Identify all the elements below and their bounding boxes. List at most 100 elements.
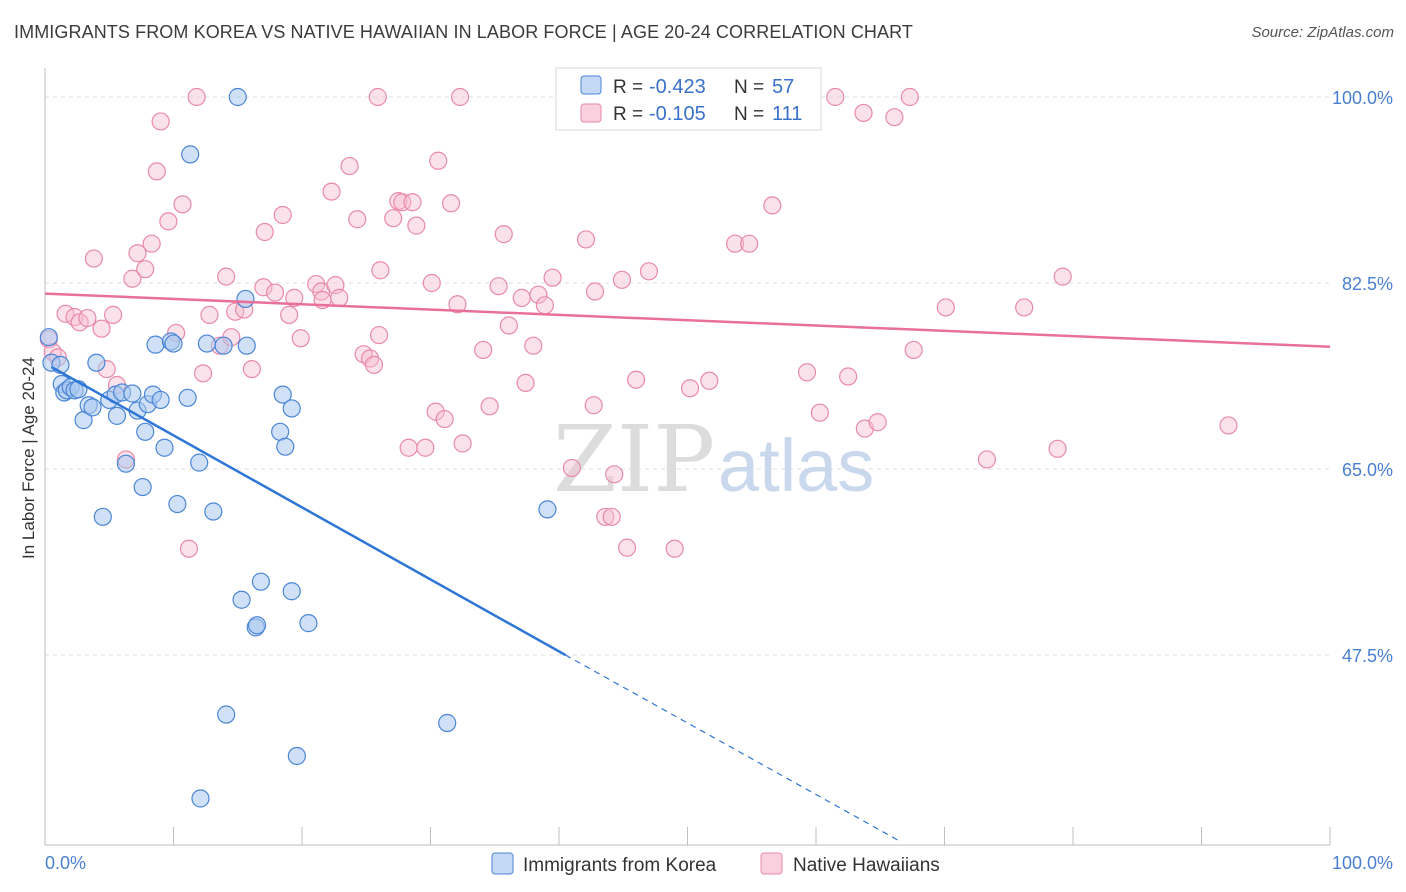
hawaiian-point-51 [368,87,387,107]
tick-labels: 47.5% 65.0% 82.5% 100.0% 0.0% 100.0% [45,88,1393,873]
hawaiian-point-79 [562,458,581,478]
hawaiian-point-18 [151,112,170,131]
hawaiian-point-81 [585,282,605,301]
hawaiian-point-70 [489,277,508,296]
hawaiian-point-93 [725,234,745,253]
trend-line-korea-extension [565,654,900,842]
hawaiian-point-84 [602,507,621,526]
legend-r-value-hawaiian: -0.105 [649,103,706,125]
hawaiian-point-31 [242,359,261,379]
korea-point-39 [228,87,247,107]
hawaiian-point-68 [474,340,493,360]
hawaiian-point-96 [797,363,817,382]
korea-point-19 [123,384,142,403]
hawaiian-point-60 [422,273,441,293]
hawaiian-point-87 [618,538,637,557]
hawaiian-point-109 [1048,439,1067,458]
korea-point-54 [538,500,557,519]
hawaiian-point-35 [273,205,292,225]
hawaiian-point-107 [977,450,997,469]
hawaiian-point-37 [285,288,304,307]
hawaiian-point-106 [936,298,955,317]
hawaiian-point-33 [255,222,274,242]
legend-n-value-hawaiian: 111 [772,103,802,125]
hawaiian-point-89 [639,262,659,281]
korea-point-47 [273,385,292,404]
korea-point-50 [282,582,301,601]
hawaiian-point-4 [65,307,84,327]
hawaiian-point-46 [348,210,367,229]
y-tick-label-2: 82.5% [1342,274,1393,294]
korea-point-16 [107,406,127,425]
y-tick-label-0: 47.5% [1342,646,1393,666]
watermark-atlas: atlas [718,424,874,507]
hawaiian-point-102 [868,413,887,432]
hawaiian-point-21 [173,195,192,214]
hawaiian-point-66 [450,87,470,107]
trend-lines [44,292,1331,842]
hawaiian-point-71 [494,225,513,244]
korea-point-48 [276,437,295,456]
hawaiian-point-14 [128,244,147,263]
korea-point-31 [178,388,197,407]
axes [44,68,1331,846]
bottom-legend: Immigrants from Korea Native Hawaiians [491,852,940,876]
legend-swatch-hawaiian [580,103,602,123]
legend-r-value-korea: -0.423 [649,76,706,98]
hawaiian-point-15 [136,260,155,279]
korea-point-35 [197,334,217,353]
korea-point-25 [146,335,165,354]
grid-lines [45,96,1330,656]
korea-point-18 [116,454,136,473]
hawaiian-point-94 [740,234,759,253]
hawaiian-point-73 [512,288,531,307]
hawaiian-point-23 [187,87,206,107]
hawaiian-point-80 [576,230,596,249]
korea-point-52 [299,614,318,633]
korea-point-33 [190,453,209,472]
hawaiian-point-19 [159,212,178,231]
hawaiian-point-91 [680,379,700,398]
hawaiian-point-53 [384,209,403,228]
hawaiian-point-24 [193,364,213,383]
hawaiian-point-25 [200,305,219,324]
hawaiian-point-67 [453,434,472,453]
trend-line-immigrants-from-korea [50,365,567,657]
korea-point-27 [155,438,174,457]
hawaiian-point-44 [330,288,349,307]
hawaiian-point-85 [605,465,624,484]
hawaiian-point-38 [291,329,310,348]
y-axis-title: In Labor Force | Age 20-24 [19,357,38,559]
bottom-legend-label-korea: Immigrants from Korea [523,855,717,876]
hawaiian-point-34 [265,283,285,302]
hawaiian-point-63 [435,409,454,429]
legend-swatch-korea [580,75,602,95]
legend-n-label-korea: N = [734,77,764,98]
hawaiian-point-95 [763,196,782,215]
hawaiian-point-111 [1219,416,1238,435]
hawaiian-point-7 [84,249,103,268]
hawaiian-point-13 [123,269,142,288]
hawaiian-point-64 [441,194,461,213]
hawaiian-point-104 [900,87,919,107]
hawaiian-point-110 [1053,267,1072,286]
hawaiian-point-58 [403,193,422,212]
hawaiian-point-56 [399,438,418,457]
hawaiian-point-83 [596,507,615,526]
watermark-zip: ZIP [553,406,715,513]
korea-point-41 [236,289,255,309]
korea-point-36 [204,502,223,521]
hawaiian-point-59 [416,438,435,457]
korea-point-29 [164,334,183,353]
hawaiian-point-98 [826,87,845,107]
hawaiian-point-72 [499,316,518,335]
hawaiian-point-103 [885,108,904,127]
hawaiian-point-45 [340,156,359,176]
hawaiian-point-52 [370,325,389,345]
hawaiian-point-36 [280,305,299,324]
chart-title: IMMIGRANTS FROM KOREA VS NATIVE HAWAIIAN… [14,22,913,42]
hawaiian-point-88 [626,370,646,389]
hawaiian-point-78 [543,268,562,287]
trend-line-native-hawaiians [44,292,1331,349]
